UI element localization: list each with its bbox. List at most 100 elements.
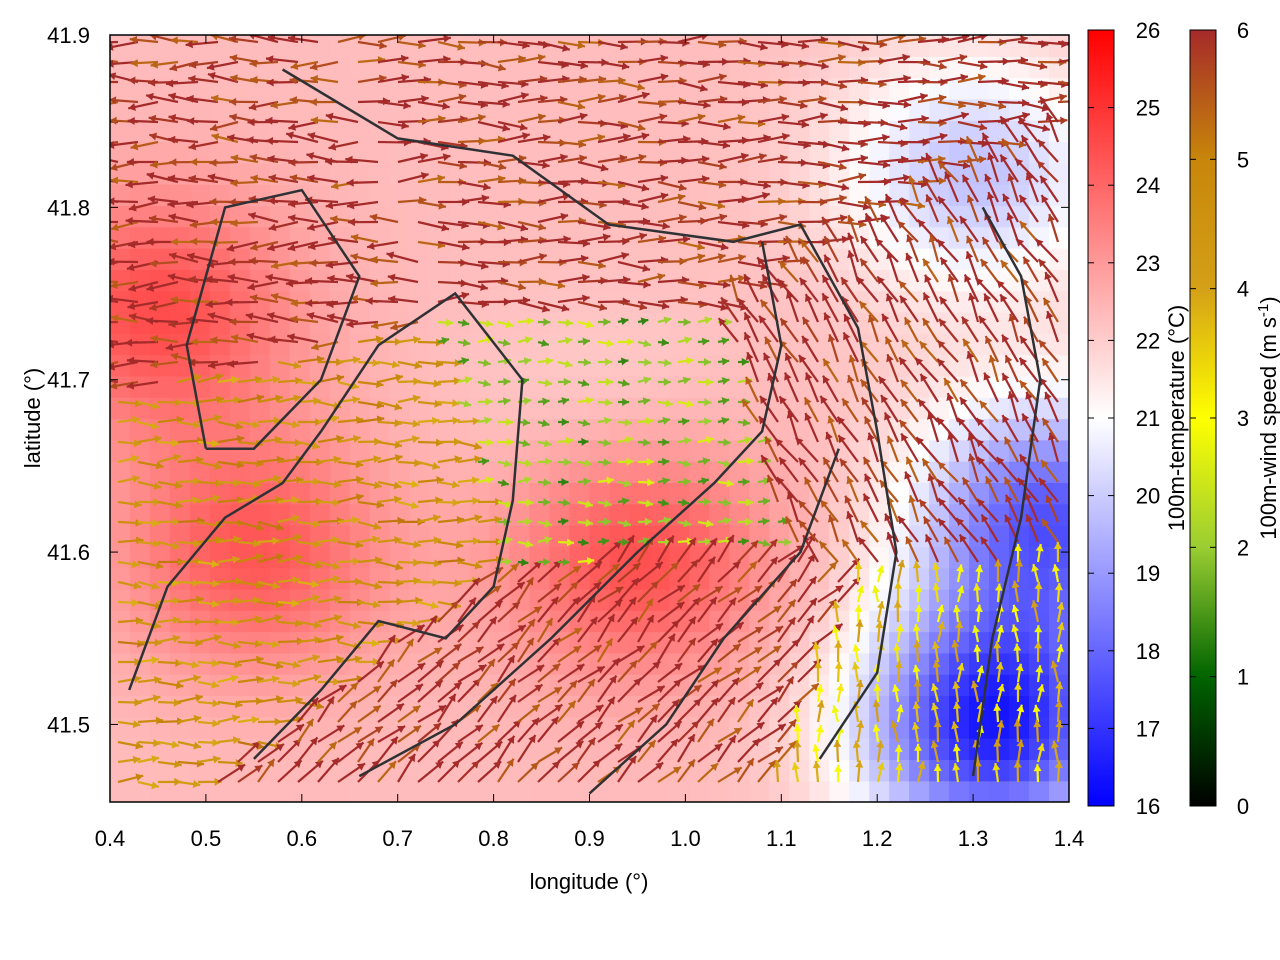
heatmap-cell bbox=[889, 439, 910, 462]
heatmap-cell bbox=[409, 205, 431, 228]
wind-arrow-head bbox=[822, 275, 830, 284]
heatmap-cell bbox=[389, 674, 411, 697]
heatmap-cell bbox=[569, 375, 591, 398]
wind-arrow-head bbox=[688, 616, 696, 625]
wind-arrow-head bbox=[295, 724, 304, 732]
wind-arrow-head bbox=[693, 685, 702, 693]
wind-arrow-head bbox=[502, 397, 511, 406]
wind-arrow-head bbox=[416, 625, 425, 633]
wind-arrow-head bbox=[110, 197, 115, 206]
heatmap-cell bbox=[349, 546, 371, 569]
wind-arrow-head bbox=[453, 682, 462, 690]
heatmap-cell bbox=[469, 205, 491, 228]
wind-arrow-head bbox=[760, 299, 769, 308]
heatmap-cell bbox=[609, 226, 631, 249]
wind-arrow-head bbox=[932, 583, 941, 591]
heatmap-cell bbox=[669, 397, 690, 420]
wind-arrow-head bbox=[931, 641, 940, 650]
heatmap-cell bbox=[169, 546, 191, 569]
wind-arrow-head bbox=[126, 356, 135, 365]
heatmap-cell bbox=[209, 588, 231, 611]
wind-arrow-head bbox=[192, 780, 201, 789]
wind-arrow-head bbox=[355, 742, 364, 750]
wind-arrow-head bbox=[938, 62, 947, 71]
wind-arrow-head bbox=[611, 563, 620, 572]
heatmap-cell bbox=[929, 311, 950, 334]
wind-arrow-head bbox=[713, 667, 722, 675]
wind-arrow-head bbox=[780, 318, 788, 327]
wind-arrow-head bbox=[701, 35, 709, 41]
heatmap-cell bbox=[189, 333, 211, 356]
wind-arrow-head bbox=[333, 677, 341, 686]
heatmap-cell bbox=[489, 439, 511, 462]
heatmap-cell bbox=[529, 141, 551, 164]
wind-arrow-head bbox=[644, 517, 653, 526]
heatmap-cell bbox=[1009, 716, 1030, 739]
heatmap-cell bbox=[469, 674, 491, 697]
wind-arrow-head bbox=[87, 117, 94, 125]
heatmap-cell bbox=[469, 375, 491, 398]
wind-arrow-head bbox=[110, 59, 114, 68]
wind-arrow-head bbox=[798, 500, 807, 509]
heatmap-cell bbox=[149, 461, 171, 484]
wind-arrow-head bbox=[741, 357, 749, 366]
heatmap-cell bbox=[929, 695, 950, 718]
heatmap-cell bbox=[589, 418, 611, 441]
heatmap-cell bbox=[389, 35, 411, 57]
wind-arrow-head bbox=[557, 281, 566, 290]
heatmap-cell bbox=[909, 120, 930, 143]
wind-arrow-head bbox=[924, 274, 932, 283]
heatmap-cell bbox=[569, 759, 591, 782]
wind-arrow-head bbox=[581, 273, 590, 282]
wind-arrow-head bbox=[487, 659, 495, 668]
wind-arrow-head bbox=[126, 263, 135, 272]
wind-arrow-head bbox=[534, 684, 543, 692]
wind-arrow-head bbox=[728, 735, 736, 744]
wind-arrow-head bbox=[336, 374, 345, 383]
heatmap-cell bbox=[1009, 269, 1030, 292]
heatmap-cell bbox=[829, 120, 850, 143]
wind-arrow-head bbox=[351, 516, 360, 525]
heatmap-cell bbox=[769, 780, 790, 802]
wind-arrow-head bbox=[851, 662, 860, 670]
heatmap-cell bbox=[429, 184, 451, 207]
heatmap-cell bbox=[229, 695, 251, 718]
heatmap-cell bbox=[1029, 567, 1050, 590]
heatmap-cell bbox=[929, 439, 950, 462]
wind-arrow-head bbox=[174, 481, 183, 490]
wind-arrow-head bbox=[412, 619, 420, 628]
wind-arrow-head bbox=[169, 252, 177, 260]
wind-arrow-head bbox=[684, 336, 692, 345]
wind-arrow-head bbox=[892, 684, 900, 693]
wind-arrow-head bbox=[227, 359, 235, 368]
heatmap-cell bbox=[349, 759, 371, 782]
heatmap-cell bbox=[249, 652, 271, 675]
wind-arrow-head bbox=[562, 558, 570, 567]
wind-arrow-head bbox=[682, 376, 691, 385]
wind-arrow-head bbox=[374, 556, 383, 565]
heatmap-cell bbox=[449, 482, 471, 505]
wind-arrow-head bbox=[437, 174, 445, 183]
heatmap-cell bbox=[869, 141, 890, 164]
wind-arrow-head bbox=[188, 174, 197, 183]
wind-arrow-head bbox=[774, 746, 783, 754]
wind-arrow-head bbox=[468, 597, 476, 606]
wind-arrow-head bbox=[561, 418, 569, 427]
wind-arrow-head bbox=[497, 222, 505, 231]
heatmap-cell bbox=[169, 354, 191, 377]
heatmap-cell bbox=[649, 759, 671, 782]
heatmap-cell bbox=[229, 354, 251, 377]
wind-arrow-head bbox=[952, 681, 961, 690]
heatmap-cell bbox=[589, 98, 611, 121]
wind-arrow-head bbox=[507, 735, 515, 744]
wind-arrow-head bbox=[525, 539, 534, 548]
wind-arrow-head bbox=[452, 498, 460, 507]
wind-arrow-head bbox=[292, 679, 300, 688]
heatmap-cell bbox=[769, 162, 790, 185]
wind-arrow-head bbox=[815, 724, 824, 733]
wind-arrow-head bbox=[804, 413, 812, 422]
heatmap-cell bbox=[729, 77, 750, 100]
wind-arrow-head bbox=[622, 398, 630, 407]
wind-arrow-head bbox=[169, 158, 177, 167]
heatmap-cell bbox=[329, 98, 351, 121]
